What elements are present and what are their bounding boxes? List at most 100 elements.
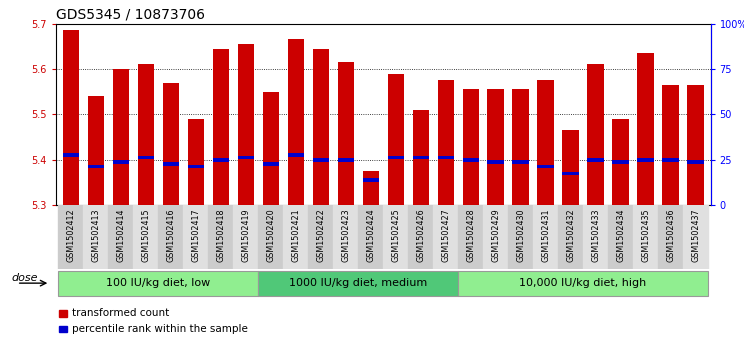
- Bar: [62, 153, 79, 157]
- Bar: [138, 156, 154, 159]
- Bar: [537, 165, 554, 168]
- Bar: [83, 205, 109, 269]
- Bar: [308, 205, 333, 269]
- Bar: [312, 49, 329, 205]
- Text: GSM1502437: GSM1502437: [691, 208, 700, 262]
- FancyBboxPatch shape: [458, 271, 708, 296]
- Text: GSM1502418: GSM1502418: [217, 208, 225, 262]
- Text: GSM1502432: GSM1502432: [566, 208, 575, 262]
- Text: GSM1502421: GSM1502421: [291, 208, 300, 262]
- Text: GDS5345 / 10873706: GDS5345 / 10873706: [56, 7, 205, 21]
- Bar: [263, 91, 279, 205]
- Text: GSM1502414: GSM1502414: [116, 208, 125, 262]
- Bar: [213, 49, 229, 205]
- Bar: [562, 130, 579, 205]
- Text: GSM1502426: GSM1502426: [416, 208, 425, 262]
- Bar: [109, 205, 133, 269]
- Text: transformed count: transformed count: [72, 308, 170, 318]
- Bar: [213, 158, 229, 162]
- Bar: [437, 80, 454, 205]
- Text: dose: dose: [11, 273, 38, 283]
- Bar: [687, 160, 704, 164]
- Bar: [237, 44, 254, 205]
- Bar: [487, 89, 504, 205]
- Bar: [187, 165, 204, 168]
- Text: GSM1502436: GSM1502436: [666, 208, 675, 262]
- Bar: [233, 205, 258, 269]
- Bar: [163, 82, 179, 205]
- Bar: [88, 96, 104, 205]
- Bar: [263, 162, 279, 166]
- Bar: [513, 89, 529, 205]
- Bar: [583, 205, 608, 269]
- Text: GSM1502424: GSM1502424: [366, 208, 375, 262]
- Bar: [612, 160, 629, 164]
- Bar: [112, 160, 129, 164]
- Bar: [59, 310, 67, 317]
- Bar: [112, 69, 129, 205]
- Bar: [62, 30, 79, 205]
- Bar: [562, 171, 579, 175]
- Bar: [608, 205, 633, 269]
- Bar: [662, 158, 679, 162]
- Bar: [408, 205, 433, 269]
- Bar: [683, 205, 708, 269]
- Bar: [88, 165, 104, 168]
- Bar: [662, 85, 679, 205]
- Bar: [288, 40, 304, 205]
- Bar: [312, 158, 329, 162]
- Bar: [412, 110, 429, 205]
- Bar: [433, 205, 458, 269]
- Text: 100 IU/kg diet, low: 100 IU/kg diet, low: [106, 278, 211, 288]
- Bar: [513, 160, 529, 164]
- Bar: [208, 205, 233, 269]
- Bar: [338, 158, 354, 162]
- Text: GSM1502419: GSM1502419: [241, 208, 250, 262]
- Text: GSM1502415: GSM1502415: [141, 208, 150, 262]
- Text: GSM1502434: GSM1502434: [616, 208, 625, 262]
- Bar: [288, 153, 304, 157]
- Bar: [388, 73, 404, 205]
- Text: GSM1502429: GSM1502429: [491, 208, 500, 262]
- Bar: [458, 205, 483, 269]
- Text: 10,000 IU/kg diet, high: 10,000 IU/kg diet, high: [519, 278, 647, 288]
- FancyBboxPatch shape: [258, 271, 458, 296]
- Bar: [163, 162, 179, 166]
- Bar: [258, 205, 283, 269]
- Bar: [537, 80, 554, 205]
- Text: GSM1502422: GSM1502422: [316, 208, 325, 262]
- Bar: [437, 156, 454, 159]
- Bar: [638, 53, 654, 205]
- Bar: [59, 326, 67, 332]
- Text: GSM1502433: GSM1502433: [591, 208, 600, 262]
- Text: GSM1502413: GSM1502413: [92, 208, 100, 262]
- Bar: [483, 205, 508, 269]
- Bar: [133, 205, 158, 269]
- Text: GSM1502420: GSM1502420: [266, 208, 275, 262]
- Bar: [687, 85, 704, 205]
- Bar: [487, 160, 504, 164]
- Text: GSM1502425: GSM1502425: [391, 208, 400, 262]
- Text: GSM1502430: GSM1502430: [516, 208, 525, 262]
- Text: GSM1502417: GSM1502417: [191, 208, 200, 262]
- Text: GSM1502435: GSM1502435: [641, 208, 650, 262]
- Bar: [158, 205, 183, 269]
- Bar: [633, 205, 658, 269]
- Bar: [362, 178, 379, 182]
- Bar: [508, 205, 533, 269]
- Bar: [638, 158, 654, 162]
- Bar: [338, 62, 354, 205]
- Text: GSM1502431: GSM1502431: [541, 208, 550, 262]
- Text: GSM1502416: GSM1502416: [166, 208, 176, 262]
- Bar: [463, 89, 478, 205]
- Bar: [588, 158, 603, 162]
- Bar: [237, 156, 254, 159]
- Bar: [283, 205, 308, 269]
- Bar: [58, 205, 83, 269]
- Bar: [358, 205, 383, 269]
- Bar: [183, 205, 208, 269]
- Text: GSM1502423: GSM1502423: [341, 208, 350, 262]
- Bar: [588, 64, 603, 205]
- Text: GSM1502412: GSM1502412: [66, 208, 75, 262]
- FancyBboxPatch shape: [58, 271, 258, 296]
